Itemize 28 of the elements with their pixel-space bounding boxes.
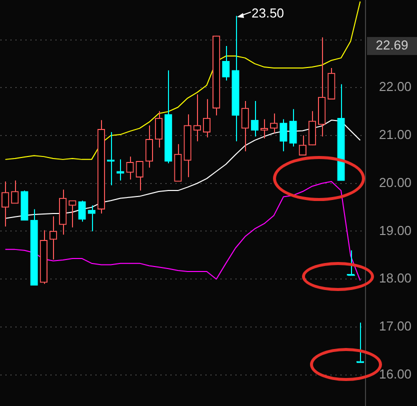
candlestick — [154, 110, 163, 148]
candlestick — [49, 216, 58, 260]
text: 22.69 — [376, 38, 408, 53]
candlestick — [136, 160, 144, 192]
y-tick-label: 19.00 — [379, 222, 412, 238]
y-tick-label: 21.00 — [379, 127, 412, 142]
candlestick — [289, 108, 297, 148]
y-tick-label: 17.00 — [379, 318, 412, 334]
candlestick — [222, 45, 230, 81]
candlestick — [241, 100, 249, 152]
y-tick-label: 16.00 — [379, 366, 412, 382]
y-tick-label: 18.00 — [379, 270, 412, 286]
y-tick-label: 20.00 — [379, 174, 412, 190]
candlestick — [298, 135, 306, 156]
candlestick — [126, 156, 134, 180]
candlestick — [193, 94, 201, 142]
annotation: 23.50 — [252, 5, 284, 20]
candlestick — [280, 118, 288, 152]
candlestick — [68, 200, 76, 228]
candlestick — [202, 98, 211, 138]
candlestick — [308, 110, 316, 146]
candlestick — [145, 124, 154, 168]
candlestick — [88, 204, 96, 232]
candlestick — [11, 180, 19, 204]
candlestick — [78, 200, 86, 222]
candlestick — [1, 180, 10, 227]
y-tick-label: 22.00 — [379, 79, 412, 94]
candlestick — [270, 112, 278, 134]
